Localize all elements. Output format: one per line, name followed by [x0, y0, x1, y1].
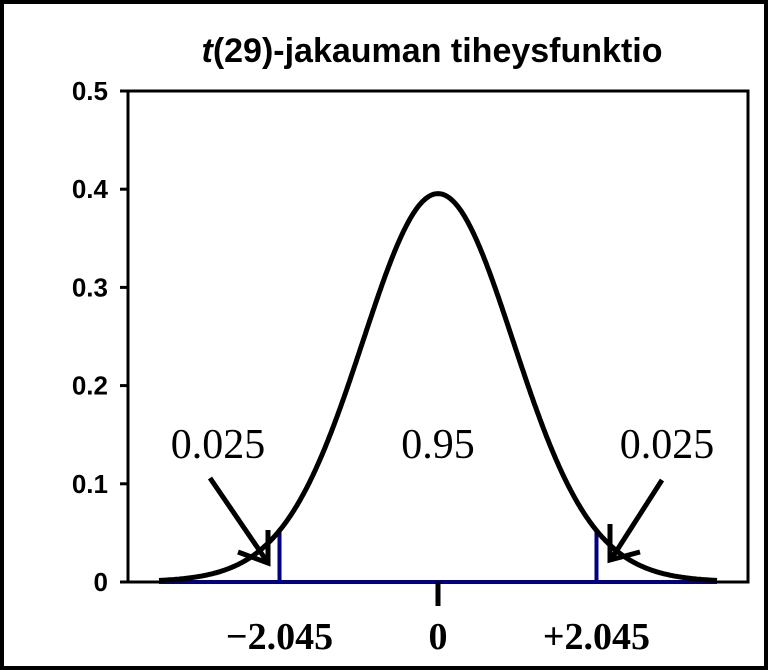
annotation-left-tail: 0.025 — [171, 422, 266, 468]
annotation-center: 0.95 — [401, 422, 475, 468]
arrow-right — [607, 478, 665, 564]
plot-area — [126, 89, 750, 584]
x-tick-label: 0 — [429, 616, 448, 658]
annotation-right-tail: 0.025 — [620, 422, 715, 468]
y-tick-label: 0 — [94, 567, 108, 597]
x-axis-labels: −2.045 0 +2.045 — [226, 616, 650, 658]
x-tick-label: −2.045 — [226, 616, 333, 658]
y-tick-label: 0.2 — [72, 371, 108, 401]
y-tick-label: 0.4 — [72, 174, 109, 204]
y-axis: 0 0.1 0.2 0.3 0.4 0.5 — [72, 76, 128, 597]
y-tick-label: 0.1 — [72, 469, 108, 499]
chart-title-italic: t — [202, 32, 215, 70]
chart-title: t(29)-jakauman tiheysfunktio — [202, 32, 663, 70]
chart-title-text: (29)-jakauman tiheysfunktio — [213, 32, 663, 70]
y-tick-label: 0.3 — [72, 272, 108, 302]
x-tick-label: +2.045 — [543, 616, 650, 658]
y-tick-label: 0.5 — [72, 76, 108, 106]
arrow-left — [207, 476, 271, 567]
